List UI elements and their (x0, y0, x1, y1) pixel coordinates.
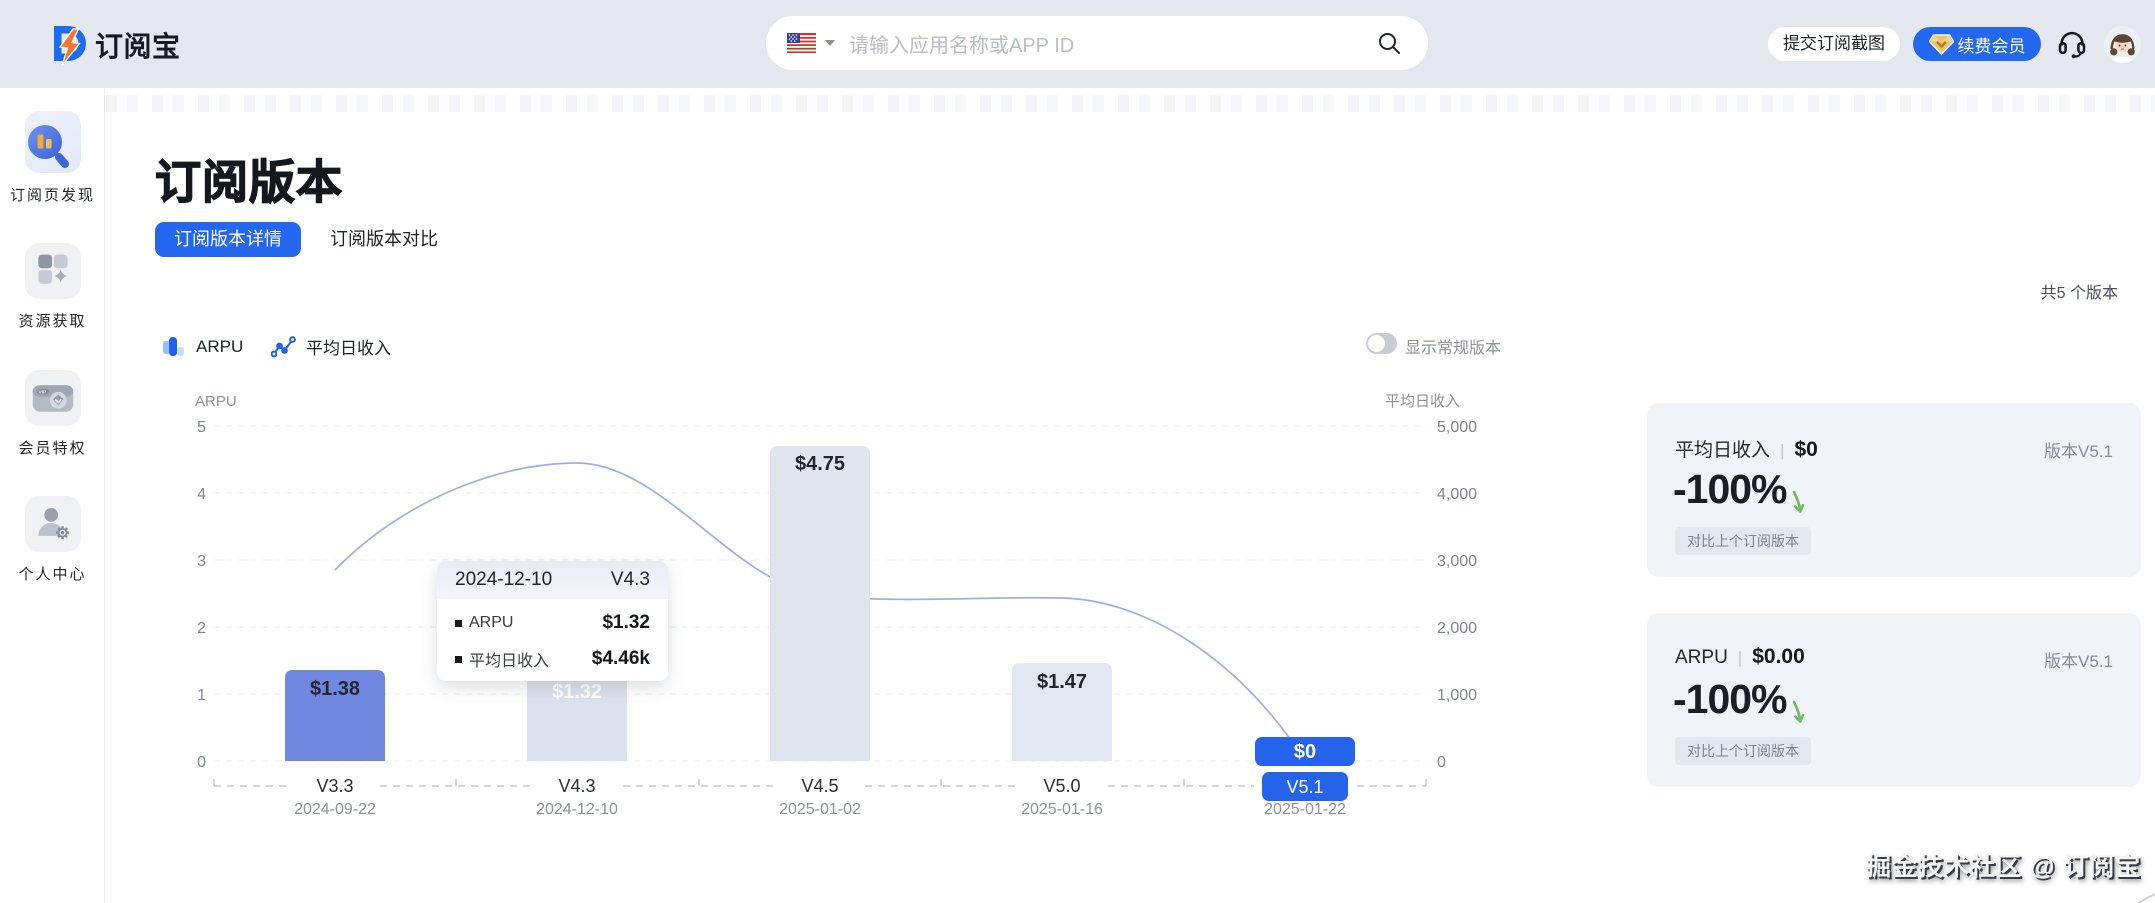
svg-text:1,000: 1,000 (1437, 687, 1477, 704)
svg-text:2025-01-16: 2025-01-16 (1021, 801, 1103, 818)
svg-text:2024-09-22: 2024-09-22 (294, 801, 376, 818)
svg-text:VIP: VIP (38, 389, 47, 395)
svg-text:4,000: 4,000 (1437, 486, 1477, 503)
svg-text:$0: $0 (1294, 741, 1316, 763)
svg-text:V5.0: V5.0 (1043, 776, 1080, 796)
svg-text:V4.3: V4.3 (558, 776, 595, 796)
svg-text:1: 1 (197, 687, 206, 704)
svg-text:4: 4 (197, 486, 206, 503)
svg-text:V5.1: V5.1 (1286, 777, 1323, 797)
svg-text:$1.47: $1.47 (1037, 671, 1087, 693)
svg-text:3: 3 (197, 553, 206, 570)
svg-text:平均日收入: 平均日收入 (1385, 393, 1460, 410)
svg-text:0: 0 (1437, 754, 1446, 771)
svg-text:2025-01-22: 2025-01-22 (1264, 801, 1346, 818)
svg-text:$1.38: $1.38 (310, 678, 360, 700)
svg-text:2,000: 2,000 (1437, 620, 1477, 637)
svg-text:V4.5: V4.5 (801, 776, 838, 796)
svg-text:2025-01-02: 2025-01-02 (779, 801, 861, 818)
svg-text:V3.3: V3.3 (316, 776, 353, 796)
svg-text:$1.32: $1.32 (552, 681, 602, 703)
svg-text:$4.75: $4.75 (795, 453, 845, 475)
svg-text:3,000: 3,000 (1437, 553, 1477, 570)
svg-text:0: 0 (197, 754, 206, 771)
svg-text:ARPU: ARPU (195, 393, 237, 410)
svg-text:5,000: 5,000 (1437, 419, 1477, 436)
svg-text:5: 5 (197, 419, 206, 436)
svg-text:2024-12-10: 2024-12-10 (536, 801, 618, 818)
svg-text:2: 2 (197, 620, 206, 637)
